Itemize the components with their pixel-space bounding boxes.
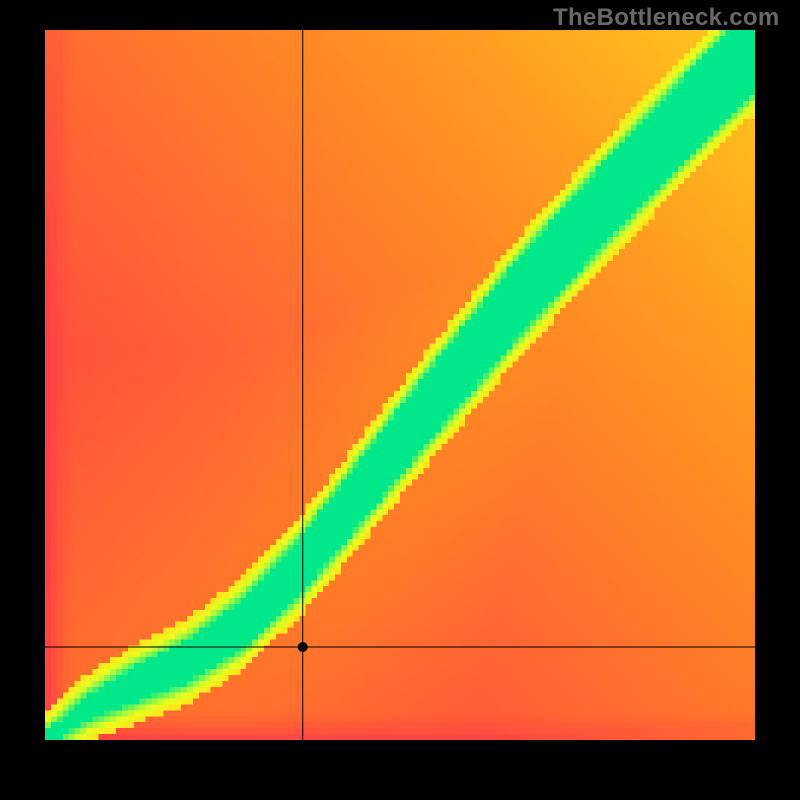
chart-container: TheBottleneck.com bbox=[0, 0, 800, 800]
watermark-text: TheBottleneck.com bbox=[553, 4, 779, 32]
bottleneck-heatmap bbox=[45, 30, 755, 740]
